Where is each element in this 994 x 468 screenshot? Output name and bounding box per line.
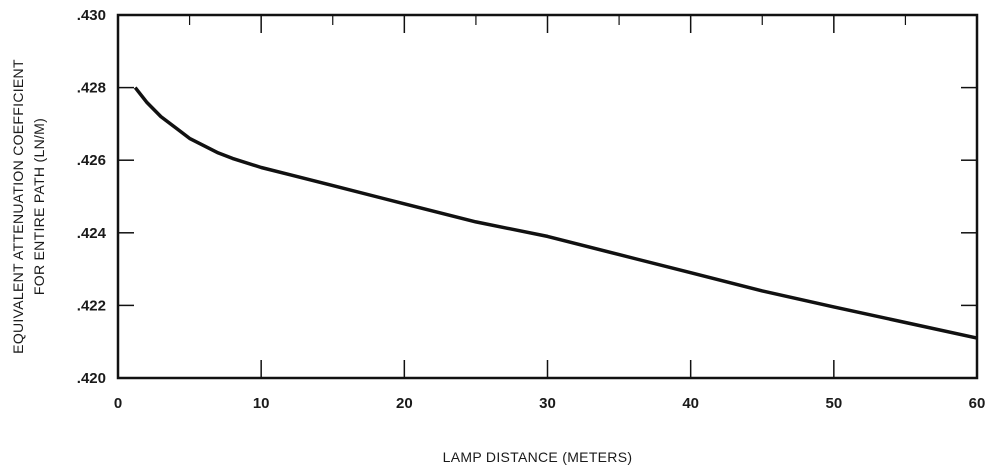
x-tick-label: 10 bbox=[253, 395, 270, 412]
x-axis-tick-labels: 0 10 20 30 40 50 60 bbox=[114, 395, 986, 412]
y-tick-label: .422 bbox=[77, 297, 106, 314]
y-axis-title: EQUIVALENT ATTENUATION COEFFICIENT FOR E… bbox=[10, 59, 47, 354]
x-axis-title: LAMP DISTANCE (METERS) bbox=[443, 449, 633, 465]
y-axis-title-line-2: FOR ENTIRE PATH (LN/M) bbox=[31, 118, 47, 295]
y-axis-ticks bbox=[118, 88, 977, 306]
x-tick-label: 0 bbox=[114, 395, 122, 412]
y-tick-label: .430 bbox=[77, 7, 106, 24]
x-tick-label: 20 bbox=[396, 395, 413, 412]
y-tick-label: .426 bbox=[77, 152, 106, 169]
x-axis-ticks bbox=[190, 15, 906, 378]
x-tick-label: 50 bbox=[825, 395, 842, 412]
x-tick-label: 30 bbox=[539, 395, 556, 412]
series-line bbox=[135, 88, 977, 339]
y-axis-tick-labels: .420 .422 .424 .426 .428 .430 bbox=[77, 7, 107, 387]
plot-frame bbox=[118, 15, 977, 378]
y-axis-title-line-1: EQUIVALENT ATTENUATION COEFFICIENT bbox=[10, 59, 26, 354]
x-tick-label: 40 bbox=[682, 395, 699, 412]
y-tick-label: .424 bbox=[77, 225, 107, 242]
y-tick-label: .428 bbox=[77, 80, 106, 97]
y-tick-label: .420 bbox=[77, 370, 106, 387]
x-tick-label: 60 bbox=[969, 395, 986, 412]
